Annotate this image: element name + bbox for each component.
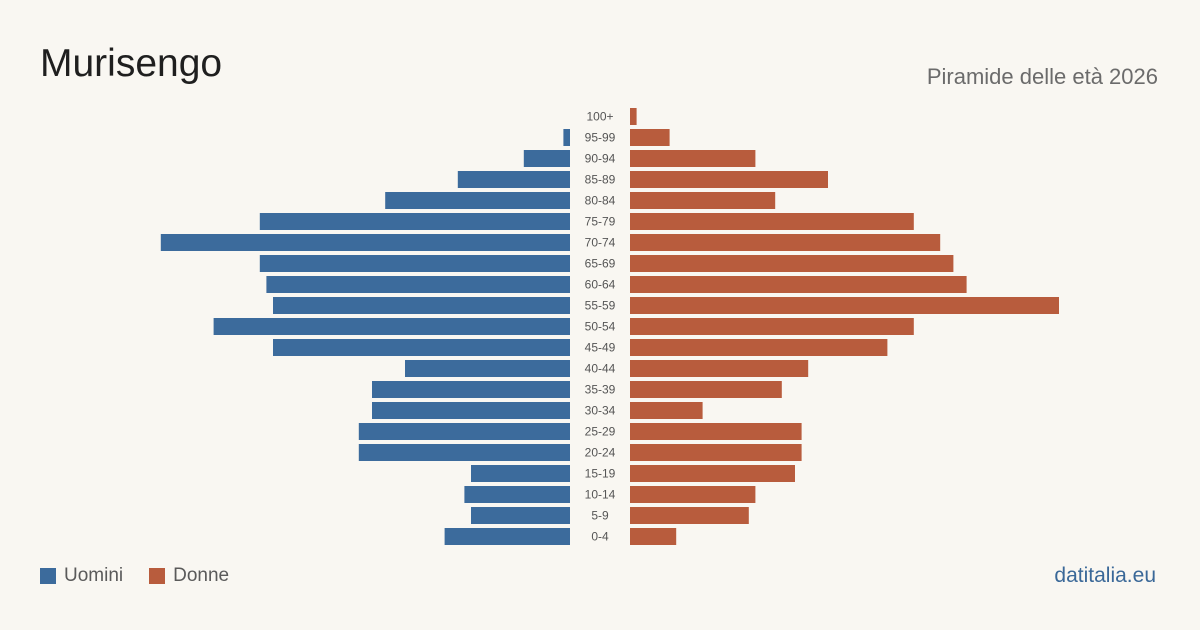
bar-women-35-39 — [630, 381, 782, 398]
bar-women-90-94 — [630, 150, 756, 167]
bar-men-20-24 — [358, 444, 570, 461]
age-label-70-74: 70-74 — [585, 236, 616, 250]
bar-women-75-79 — [630, 213, 914, 230]
legend-swatch-women — [149, 568, 166, 584]
legend-label-women: Donne — [173, 565, 230, 586]
bar-women-25-29 — [630, 423, 802, 440]
age-label-40-44: 40-44 — [585, 362, 616, 376]
legend-item-women: Donne — [149, 565, 229, 587]
bar-women-30-34 — [630, 402, 703, 419]
age-label-45-49: 45-49 — [585, 341, 616, 355]
age-label-30-34: 30-34 — [585, 404, 616, 418]
age-label-95-99: 95-99 — [585, 131, 616, 145]
bar-women-55-59 — [630, 297, 1059, 314]
bar-men-55-59 — [273, 297, 570, 314]
age-label-35-39: 35-39 — [585, 383, 616, 397]
bar-women-45-49 — [630, 339, 888, 356]
age-label-5-9: 5-9 — [591, 509, 609, 523]
bar-men-85-89 — [457, 171, 570, 188]
bar-women-10-14 — [630, 486, 756, 503]
page-title: Murisengo — [40, 42, 223, 85]
age-label-25-29: 25-29 — [585, 425, 616, 439]
bar-men-50-54 — [213, 318, 570, 335]
bar-men-95-99 — [563, 129, 570, 146]
bar-women-95-99 — [630, 129, 670, 146]
bar-women-50-54 — [630, 318, 914, 335]
bar-men-40-44 — [405, 360, 570, 377]
bar-men-10-14 — [464, 486, 570, 503]
bar-women-85-89 — [630, 171, 828, 188]
bar-men-70-74 — [160, 234, 571, 251]
age-label-80-84: 80-84 — [585, 194, 616, 208]
chart-subtitle: Piramide delle età 2026 — [926, 64, 1158, 89]
chart-legend: Uomini Donne — [40, 565, 255, 587]
bar-women-40-44 — [630, 360, 809, 377]
age-label-85-89: 85-89 — [585, 173, 616, 187]
bar-women-60-64 — [630, 276, 967, 293]
age-label-60-64: 60-64 — [585, 278, 616, 292]
legend-swatch-men — [40, 568, 56, 584]
bar-women-15-19 — [630, 465, 795, 482]
bar-women-0-4 — [630, 528, 677, 545]
bar-men-35-39 — [372, 381, 570, 398]
bar-men-25-29 — [358, 423, 570, 440]
age-label-15-19: 15-19 — [585, 467, 616, 481]
bar-men-15-19 — [471, 465, 570, 482]
bar-men-45-49 — [273, 339, 570, 356]
legend-item-men: Uomini — [40, 565, 123, 587]
bar-women-20-24 — [630, 444, 802, 461]
bar-men-80-84 — [385, 192, 570, 209]
bar-women-65-69 — [630, 255, 954, 272]
age-label-90-94: 90-94 — [585, 152, 616, 166]
age-label-0-4: 0-4 — [591, 530, 609, 544]
age-label-65-69: 65-69 — [585, 257, 616, 271]
bar-men-5-9 — [471, 507, 570, 524]
age-label-10-14: 10-14 — [585, 488, 616, 502]
bar-men-60-64 — [266, 276, 570, 293]
bar-men-0-4 — [444, 528, 570, 545]
brand-link[interactable]: datitalia.eu — [1054, 564, 1156, 587]
age-label-100+: 100+ — [586, 110, 613, 124]
age-label-75-79: 75-79 — [585, 215, 616, 229]
bar-men-65-69 — [259, 255, 570, 272]
bar-women-100+ — [630, 108, 637, 125]
age-label-20-24: 20-24 — [585, 446, 616, 460]
bar-men-30-34 — [372, 402, 570, 419]
age-label-50-54: 50-54 — [585, 320, 616, 334]
bar-women-80-84 — [630, 192, 776, 209]
bar-men-90-94 — [523, 150, 570, 167]
bar-women-5-9 — [630, 507, 749, 524]
bar-women-70-74 — [630, 234, 941, 251]
legend-label-men: Uomini — [64, 565, 124, 586]
age-label-55-59: 55-59 — [585, 299, 616, 313]
bar-men-75-79 — [259, 213, 570, 230]
